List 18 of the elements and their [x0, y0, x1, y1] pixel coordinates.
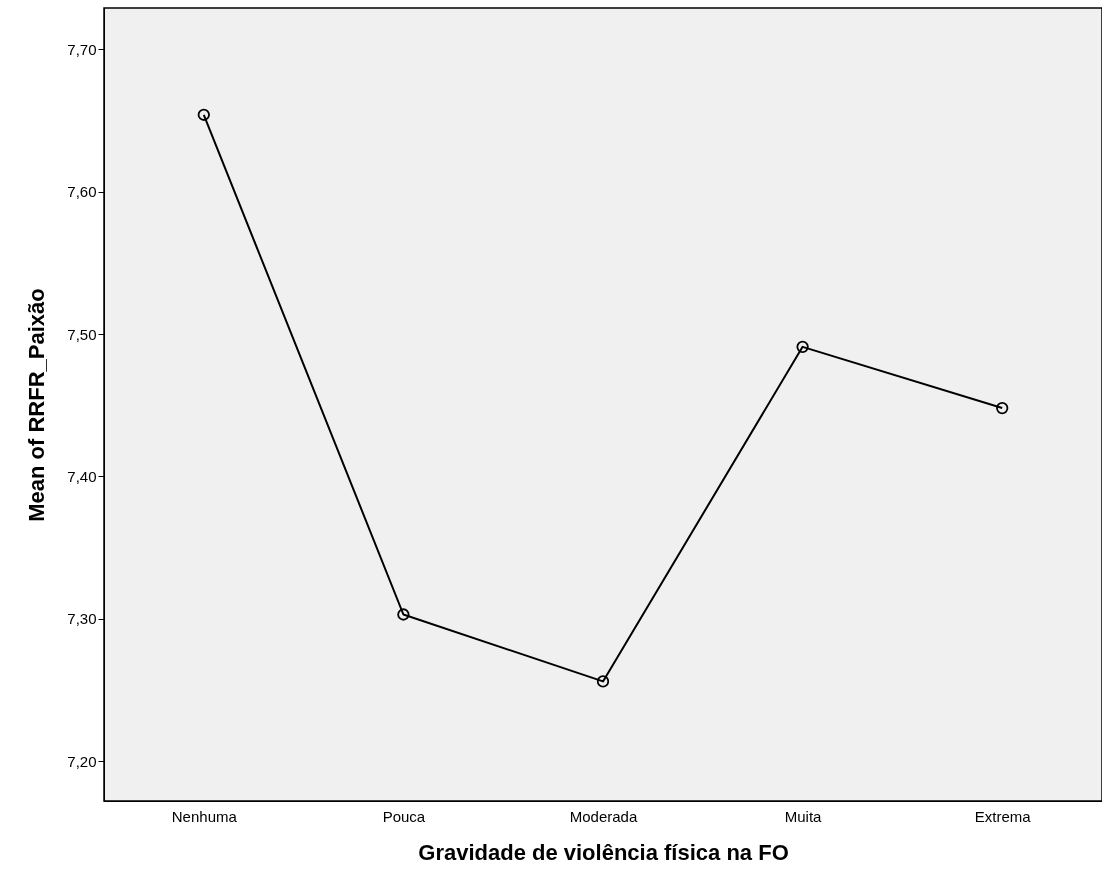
y-tick-label: 7,20 — [67, 752, 97, 770]
x-tick-label: Extrema — [974, 807, 1032, 825]
point — [397, 608, 410, 621]
y-tick-label: 7,60 — [67, 183, 97, 201]
point — [197, 108, 210, 121]
y-tick-label: 7,50 — [67, 325, 97, 343]
y-tick-label: 7,40 — [67, 467, 97, 485]
y-axis-title: Mean of RRFR_Paixão — [24, 288, 50, 522]
y-tick-label: 7,70 — [67, 40, 97, 58]
x-tick-label: Nenhuma — [171, 807, 238, 825]
x-tick-label: Pouca — [382, 807, 426, 825]
point — [596, 675, 610, 688]
x-tick-label: Moderada — [569, 807, 638, 825]
point — [996, 401, 1009, 415]
x-axis-title: Gravidade de violência física na FO — [418, 839, 789, 865]
y-tick-label: 7,30 — [67, 610, 97, 628]
point — [796, 340, 809, 353]
x-tick-label: Muita — [784, 807, 823, 825]
